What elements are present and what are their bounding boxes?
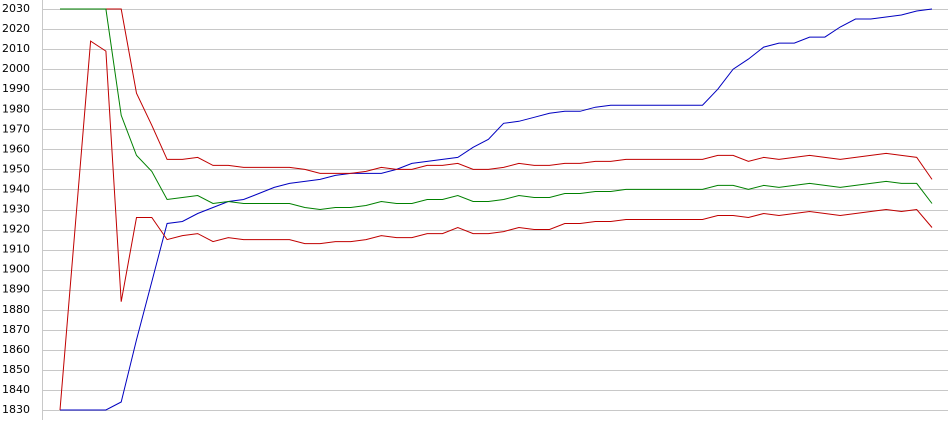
y-tick-label: 2030: [2, 2, 30, 15]
y-tick-label: 1850: [2, 363, 30, 376]
y-tick-label: 1980: [2, 102, 30, 115]
y-tick-label: 1910: [2, 243, 30, 256]
y-tick-label: 1900: [2, 263, 30, 276]
y-tick-label: 1860: [2, 343, 30, 356]
y-tick-label: 1890: [2, 283, 30, 296]
y-tick-label: 1830: [2, 403, 30, 416]
series-line: [60, 8, 933, 411]
y-tick-label: 2010: [2, 42, 30, 55]
y-tick-label: 1840: [2, 383, 30, 396]
series-line: [59, 40, 933, 411]
y-tick-label: 1970: [2, 122, 30, 135]
y-tick-label: 1930: [2, 203, 30, 216]
y-tick-label: 1960: [2, 142, 30, 155]
y-tick-label: 1920: [2, 223, 30, 236]
y-tick-label: 1950: [2, 162, 30, 175]
series-line: [60, 8, 933, 211]
y-tick-label: 1940: [2, 182, 30, 195]
series-line: [60, 8, 933, 180]
y-tick-label: 2000: [2, 62, 30, 75]
y-tick-label: 1990: [2, 82, 30, 95]
y-tick-label: 1870: [2, 323, 30, 336]
y-tick-label: 2020: [2, 22, 30, 35]
y-tick-label: 1880: [2, 303, 30, 316]
